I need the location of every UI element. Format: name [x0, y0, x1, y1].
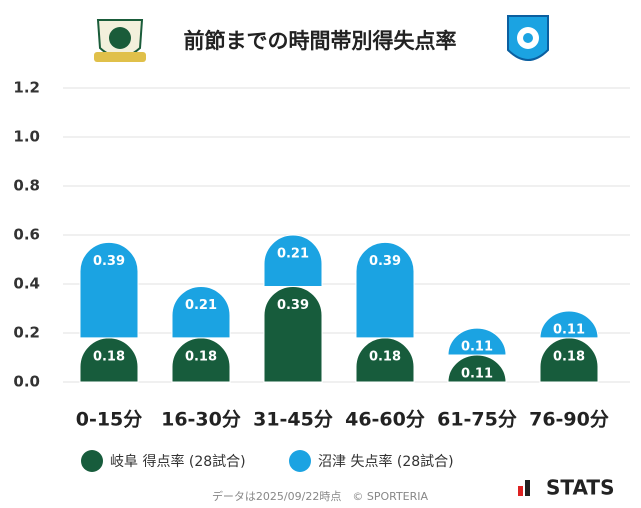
value-label: 0.18 [369, 349, 401, 364]
x-tick-label: 16-30分 [161, 409, 241, 431]
x-tick-label: 31-45分 [253, 409, 333, 431]
brand-logo: STATS [518, 476, 614, 500]
bar [355, 241, 415, 339]
y-tick-label: 0.2 [13, 324, 40, 342]
x-tick-label: 46-60分 [345, 409, 425, 431]
chart-title: 前節までの時間帯別得失点率 [184, 29, 457, 53]
value-label: 0.18 [93, 349, 125, 364]
brand: STATS [546, 476, 614, 500]
x-tick-label: 0-15分 [76, 409, 143, 431]
bar [539, 310, 599, 339]
bar [263, 234, 323, 287]
value-label: 0.18 [553, 349, 585, 364]
value-label: 0.21 [185, 298, 217, 313]
y-tick-label: 0.4 [13, 275, 40, 293]
value-label: 0.39 [369, 254, 401, 269]
footnote: データは2025/09/22時点 © SPORTERIA [212, 489, 429, 503]
bar [171, 286, 231, 339]
y-tick-label: 0.8 [13, 177, 40, 195]
legend-label: 岐阜 得点率 (28試合) [110, 453, 246, 470]
value-label: 0.39 [277, 298, 309, 313]
value-label: 0.21 [277, 247, 309, 262]
legend-marker [81, 450, 103, 472]
value-label: 0.18 [185, 349, 217, 364]
legend-marker [289, 450, 311, 472]
legend-label: 沼津 失点率 (28試合) [318, 453, 454, 470]
y-tick-label: 1.2 [13, 79, 40, 97]
away-logo [507, 15, 549, 61]
bar [447, 327, 507, 356]
y-tick-label: 0.0 [13, 373, 40, 391]
y-tick-label: 0.6 [13, 226, 40, 244]
value-label: 0.11 [553, 322, 585, 337]
y-tick-label: 1.0 [13, 128, 40, 146]
value-label: 0.11 [461, 367, 493, 382]
bar [79, 241, 139, 339]
home-logo [94, 19, 146, 62]
x-tick-label: 61-75分 [437, 409, 517, 431]
value-label: 0.11 [461, 340, 493, 355]
x-tick-label: 76-90分 [529, 409, 609, 431]
value-label: 0.39 [93, 254, 125, 269]
